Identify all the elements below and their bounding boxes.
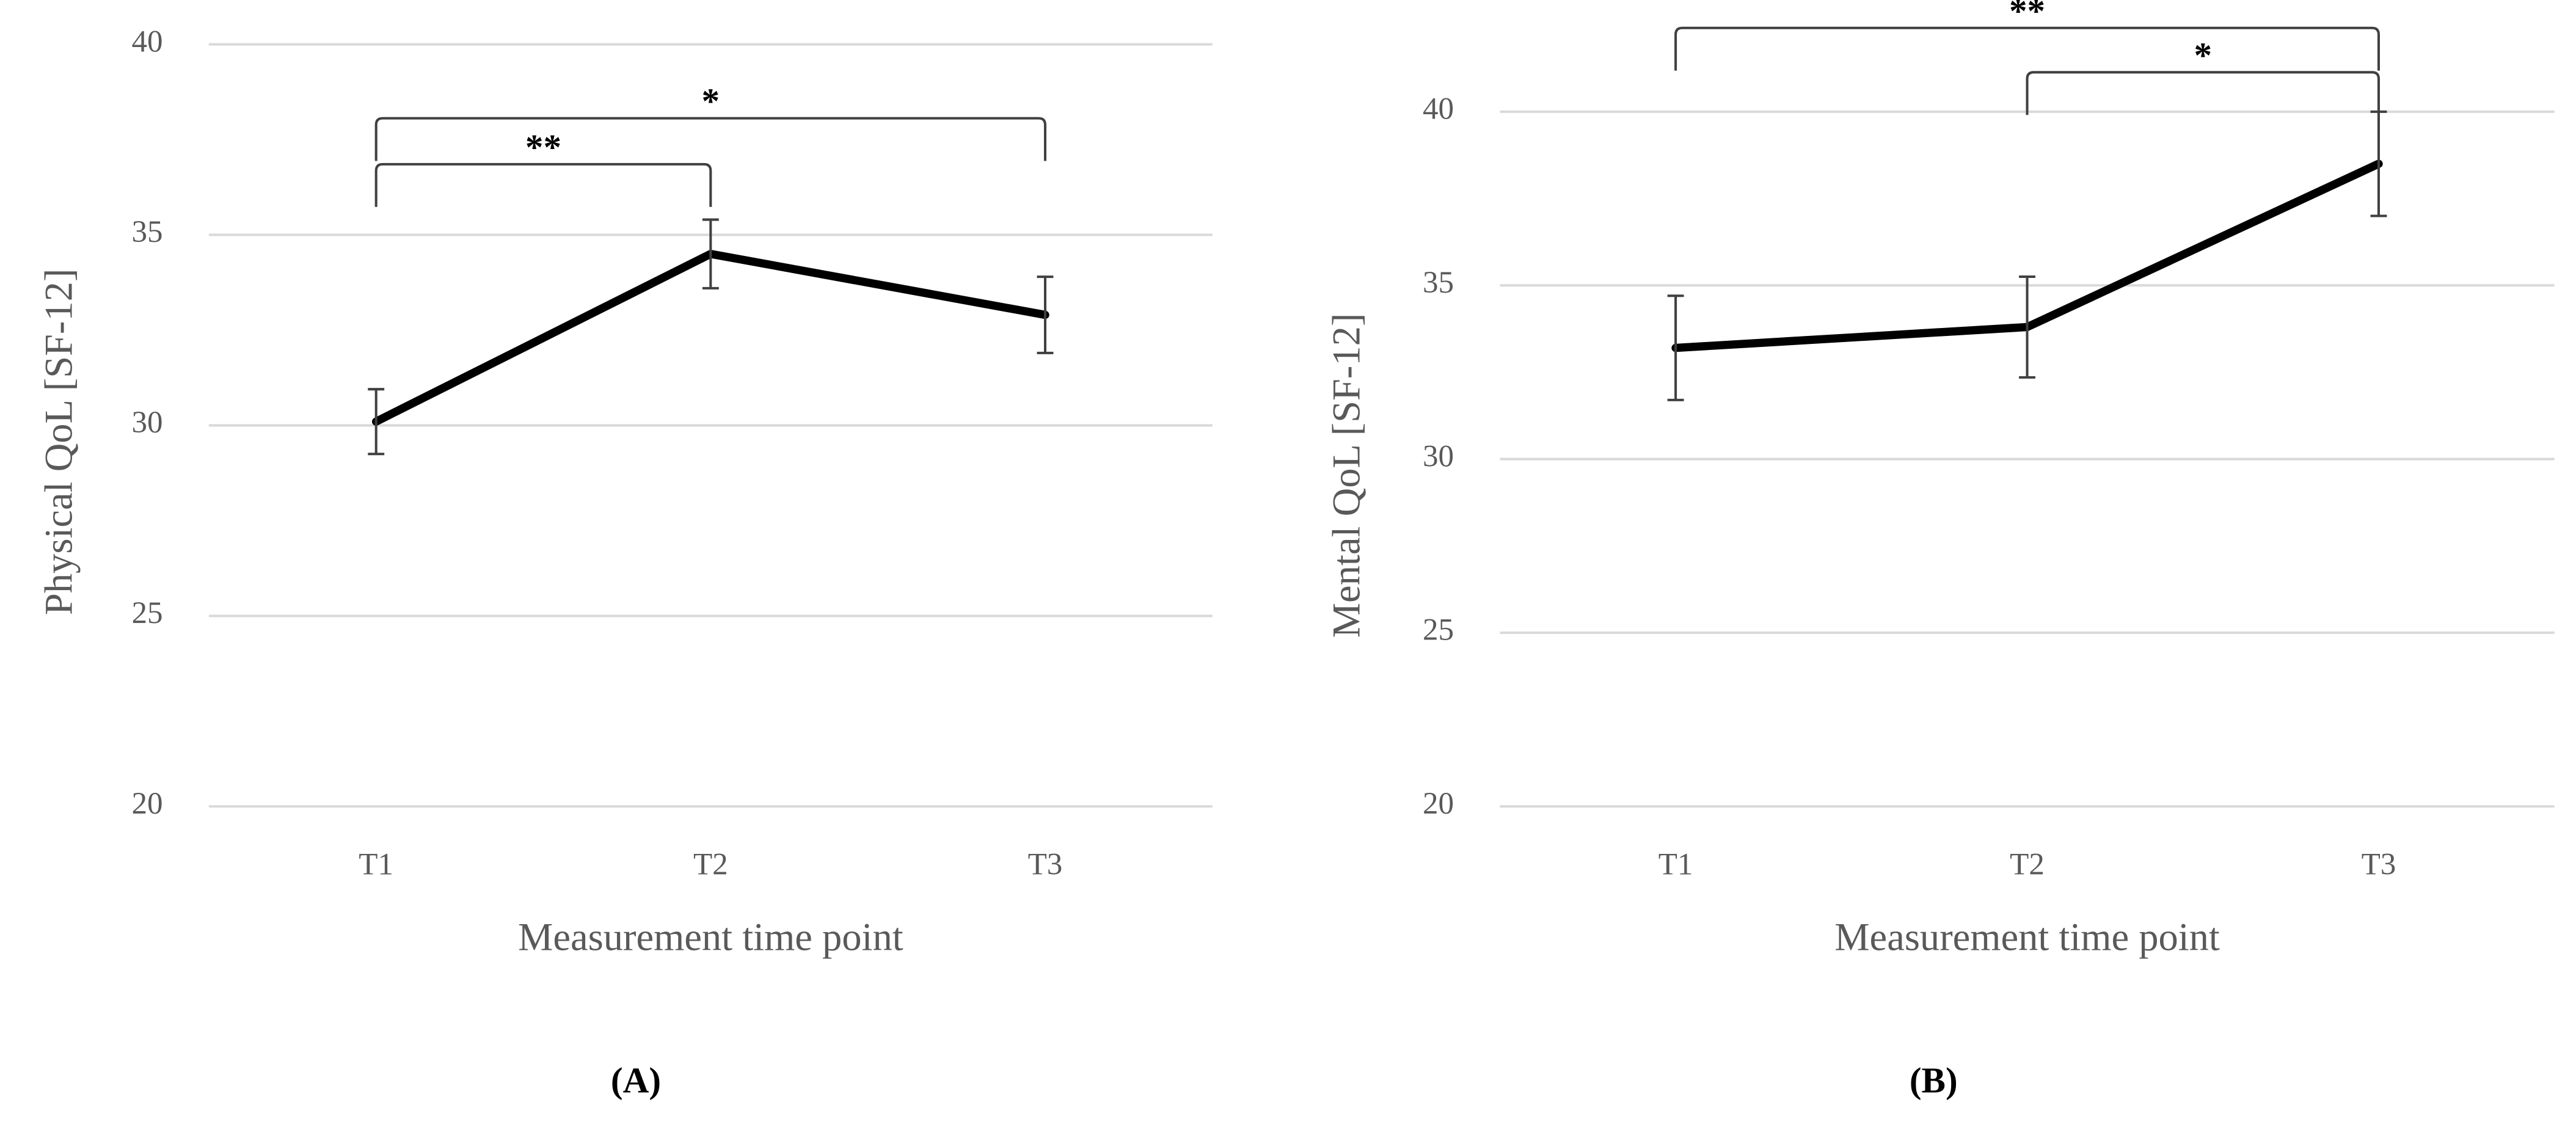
significance-bracket bbox=[374, 162, 712, 207]
y-tick-label: 25 bbox=[131, 596, 162, 630]
y-tick-label: 35 bbox=[1423, 265, 1454, 300]
significance-label: ** bbox=[525, 127, 561, 167]
significance-label: * bbox=[2194, 35, 2212, 75]
panel-label: (B) bbox=[1910, 1060, 1958, 1100]
x-tick-label: T1 bbox=[359, 847, 393, 881]
y-tick-label: 30 bbox=[131, 405, 162, 440]
x-axis-title: Measurement time point bbox=[1834, 915, 2220, 959]
significance-bracket bbox=[2026, 71, 2380, 115]
y-axis-title: Physical QoL [SF-12] bbox=[36, 269, 80, 615]
x-tick-label: T1 bbox=[1658, 847, 1693, 881]
significance-label: ** bbox=[2009, 0, 2045, 31]
panel-label: (A) bbox=[611, 1060, 661, 1100]
error-bar bbox=[1667, 294, 1684, 401]
x-tick-label: T3 bbox=[2362, 847, 2396, 881]
y-tick-label: 30 bbox=[1423, 439, 1454, 473]
error-bar bbox=[368, 388, 385, 456]
x-tick-label: T2 bbox=[2010, 847, 2045, 881]
y-tick-label: 20 bbox=[1423, 786, 1454, 821]
y-tick-label: 40 bbox=[131, 24, 162, 59]
significance-label: * bbox=[702, 81, 720, 122]
significance-bracket bbox=[1674, 26, 2380, 71]
y-tick-label: 20 bbox=[131, 786, 162, 821]
x-tick-label: T3 bbox=[1028, 847, 1063, 881]
error-bar bbox=[2019, 275, 2035, 379]
significance-bracket bbox=[374, 117, 1047, 161]
error-bar bbox=[702, 218, 719, 290]
x-tick-label: T2 bbox=[693, 847, 728, 881]
error-bar bbox=[1037, 275, 1054, 354]
x-axis-title: Measurement time point bbox=[518, 915, 903, 959]
y-axis-title: Mental QoL [SF-12] bbox=[1324, 313, 1368, 638]
y-tick-label: 25 bbox=[1423, 613, 1454, 647]
y-tick-label: 40 bbox=[1423, 92, 1454, 126]
y-tick-label: 35 bbox=[131, 214, 162, 249]
